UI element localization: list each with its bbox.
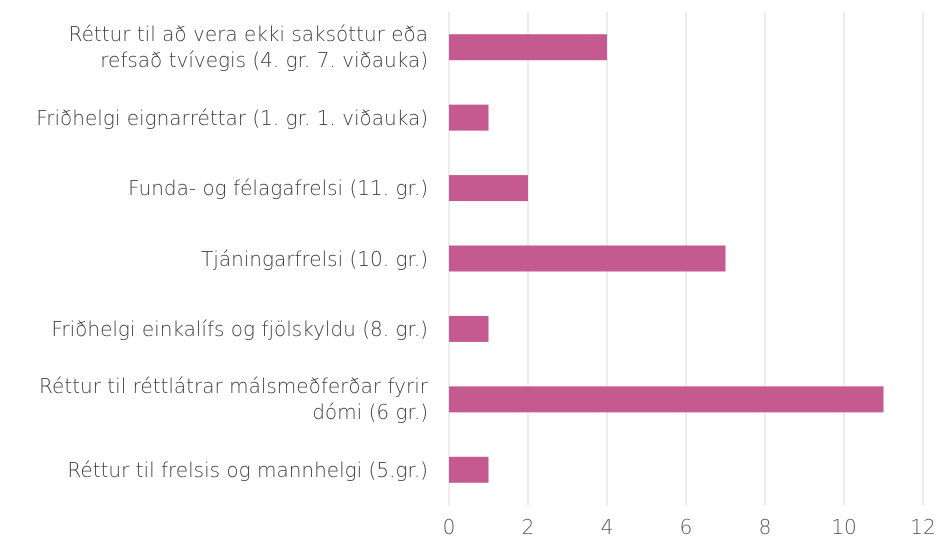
x-tick-label: 10 (831, 515, 857, 539)
bar (449, 386, 884, 413)
bar (449, 315, 489, 342)
x-tick-label: 6 (679, 515, 693, 539)
x-tick-label: 2 (521, 515, 535, 539)
x-tick-label: 4 (600, 515, 614, 539)
bar (449, 34, 607, 61)
bar (449, 104, 489, 131)
x-tick-label: 0 (442, 515, 456, 539)
y-tick-label: Funda- og félagafrelsi (11. gr.) (128, 176, 428, 201)
x-tick-label: 8 (758, 515, 772, 539)
y-tick-label: Réttur til réttlátrar málsmeðferðar fyri… (39, 374, 428, 425)
bar (449, 245, 726, 272)
y-tick-label: Tjáningarfrelsi (10. gr.) (201, 246, 428, 271)
y-tick-label: Réttur til að vera ekki saksóttur eða re… (68, 22, 428, 73)
bar (449, 456, 489, 483)
y-tick-label: Friðhelgi eignarréttar (1. gr. 1. viðauk… (36, 105, 428, 130)
y-tick-label: Réttur til frelsis og mannhelgi (5.gr.) (67, 457, 428, 482)
y-tick-label: Friðhelgi einkalífs og fjölskyldu (8. gr… (51, 316, 428, 341)
bar (449, 175, 528, 202)
x-tick-label: 12 (910, 515, 936, 539)
